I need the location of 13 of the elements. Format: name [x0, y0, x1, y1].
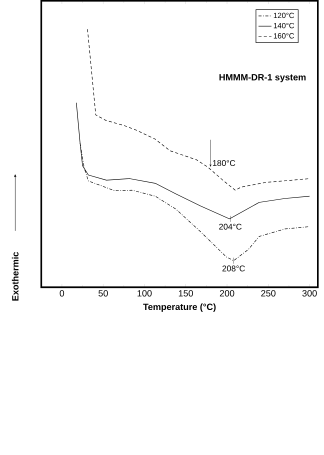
x-tick-label: 0	[60, 290, 64, 297]
annotation: 204°C	[218, 224, 242, 230]
annotation: 208°C	[222, 266, 245, 272]
x-tick-label: 200	[220, 290, 234, 297]
x-tick-label: 250	[260, 290, 276, 297]
y-axis-title: Exothermic	[12, 252, 18, 301]
annotation: 180°C	[212, 160, 236, 166]
annotation: HMMM-DR-1 system	[219, 74, 306, 82]
x-tick-label: 100	[137, 290, 152, 297]
x-tick-label: 150	[178, 290, 193, 297]
x-axis-title: Temperature (°C)	[142, 303, 216, 312]
x-tick-label: 300	[302, 290, 317, 297]
x-tick-label: 50	[98, 290, 108, 297]
